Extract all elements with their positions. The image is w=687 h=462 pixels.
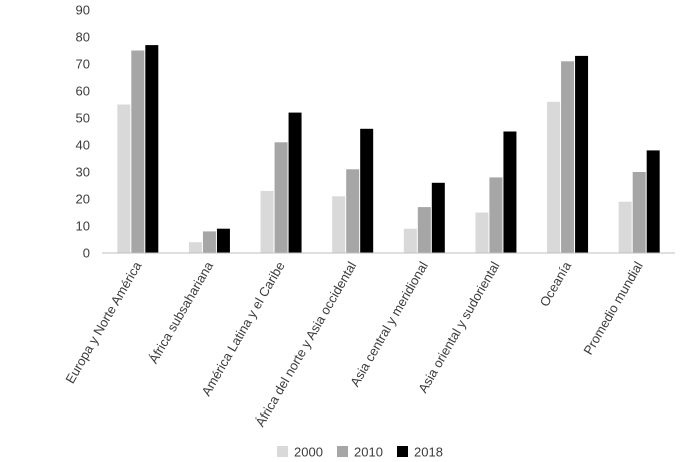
bar-america-latina-y-el-caribe-2010 (274, 142, 288, 253)
legend-label-2010: 2010 (354, 445, 383, 460)
x-tick-label-america-latina-y-el-caribe: América Latina y el Caribe (198, 259, 287, 399)
bar-asia-oriental-y-sudoriental-2018 (503, 131, 517, 253)
bar-africa-del-norte-y-asia-occidental-2000 (332, 196, 346, 253)
bar-asia-central-y-meridional-2000 (403, 228, 417, 253)
legend-label-2000: 2000 (294, 445, 323, 460)
bars-group (117, 45, 660, 254)
legend-swatch-2018 (397, 446, 408, 457)
bar-promedio-mundial-2000 (618, 201, 632, 253)
legend-swatch-2000 (277, 446, 288, 457)
y-tick-label-90: 90 (76, 3, 90, 18)
y-tick-label-80: 80 (76, 30, 90, 45)
x-tick-label-oceania: Oceanía (537, 258, 575, 309)
bar-asia-oriental-y-sudoriental-2000 (475, 212, 489, 253)
x-tick-label-asia-oriental-y-sudoriental: Asia oriental y sudoriental (415, 259, 502, 396)
bar-promedio-mundial-2018 (646, 150, 660, 253)
bar-oceania-2010 (561, 61, 575, 253)
bar-oceania-2018 (575, 55, 589, 254)
bar-europa-y-norte-america-2000 (117, 104, 131, 253)
y-tick-label-10: 10 (76, 219, 90, 234)
bar-asia-oriental-y-sudoriental-2010 (489, 177, 503, 253)
bar-africa-subsahariana-2010 (202, 231, 216, 253)
y-tick-label-40: 40 (76, 138, 90, 153)
y-tick-label-0: 0 (83, 246, 90, 261)
bar-africa-subsahariana-2000 (188, 242, 202, 253)
legend-swatch-2010 (337, 446, 348, 457)
x-tick-label-europa-y-norte-america: Europa y Norte América (62, 258, 144, 386)
bar-africa-del-norte-y-asia-occidental-2018 (360, 128, 374, 253)
y-axis: 0 10 20 30 40 50 60 70 80 90 (76, 3, 90, 261)
bar-europa-y-norte-america-2010 (131, 50, 145, 253)
y-tick-label-50: 50 (76, 111, 90, 126)
y-tick-label-60: 60 (76, 84, 90, 99)
bar-america-latina-y-el-caribe-2000 (260, 190, 274, 253)
bar-america-latina-y-el-caribe-2018 (288, 112, 302, 253)
y-tick-label-70: 70 (76, 57, 90, 72)
bar-asia-central-y-meridional-2010 (417, 207, 431, 253)
bar-promedio-mundial-2010 (632, 172, 646, 253)
x-tick-label-africa-subsahariana: África subsahariana (146, 258, 217, 366)
x-tick-label-promedio-mundial: Promedio mundial (580, 259, 645, 357)
bar-africa-subsahariana-2018 (216, 228, 230, 253)
bar-asia-central-y-meridional-2018 (431, 182, 445, 253)
y-tick-label-30: 30 (76, 165, 90, 180)
y-tick-label-20: 20 (76, 192, 90, 207)
legend: 2000 2010 2018 (277, 445, 443, 460)
x-tick-label-asia-central-y-meridional: Asia central y meridional (347, 259, 431, 389)
x-axis-labels: Europa y Norte América África subsaharian… (62, 258, 645, 429)
bar-africa-del-norte-y-asia-occidental-2010 (346, 169, 360, 253)
bar-europa-y-norte-america-2018 (145, 45, 159, 253)
legend-label-2018: 2018 (414, 445, 443, 460)
bar-oceania-2000 (547, 101, 561, 253)
